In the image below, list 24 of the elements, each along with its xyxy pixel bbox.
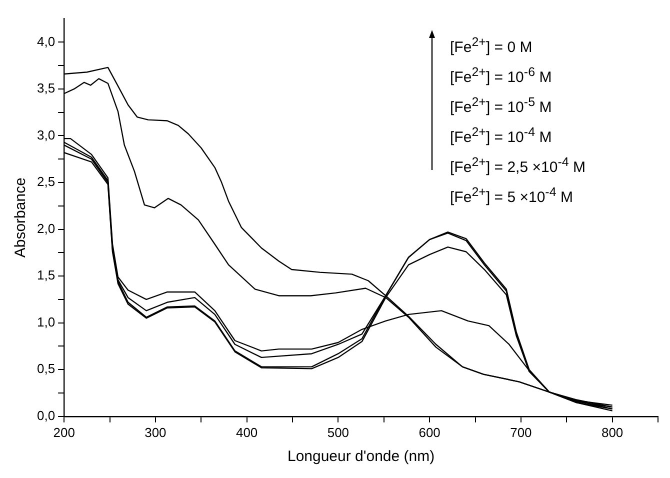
- annotation: [Fe$^{2+}$] = 10$^{-6}$ M: [450, 64, 553, 88]
- annotation: [Fe$^{2+}$] = 0 M: [450, 34, 534, 58]
- y-tick-label: 0,0: [36, 408, 56, 423]
- x-tick-label: 500: [327, 424, 350, 440]
- x-tick-label: 600: [418, 424, 440, 440]
- x-axis-title: Longueur d'onde (nm): [287, 448, 435, 466]
- y-tick-label: 1,0: [36, 314, 56, 330]
- x-tick-label: 200: [53, 424, 75, 440]
- y-tick-label: 0,5: [36, 361, 56, 376]
- annotation: [Fe$^{2+}$] = 10$^{-5}$ M: [450, 94, 553, 118]
- y-axis-title: Absorbance: [12, 178, 30, 258]
- y-tick-label: 4,0: [36, 34, 56, 49]
- y-tick-label: 2,0: [36, 220, 56, 236]
- annotation: [Fe$^{2+}$] = 5 ×10$^{-4}$ M: [450, 184, 574, 208]
- annotation: [Fe$^{2+}$] = 10$^{-4}$ M: [450, 124, 553, 148]
- y-tick-label: 3,5: [36, 80, 56, 96]
- x-tick-label: 300: [144, 424, 166, 440]
- annotation: [Fe$^{2+}$] = 2,5 ×10$^{-4}$ M: [450, 154, 586, 178]
- y-tick-label: 1,5: [36, 268, 56, 283]
- x-tick-label: 400: [236, 424, 258, 440]
- x-tick-label: 800: [601, 424, 624, 440]
- y-tick-label: 3,0: [36, 127, 56, 142]
- y-tick-label: 2,5: [36, 174, 56, 190]
- x-tick-label: 700: [510, 424, 532, 440]
